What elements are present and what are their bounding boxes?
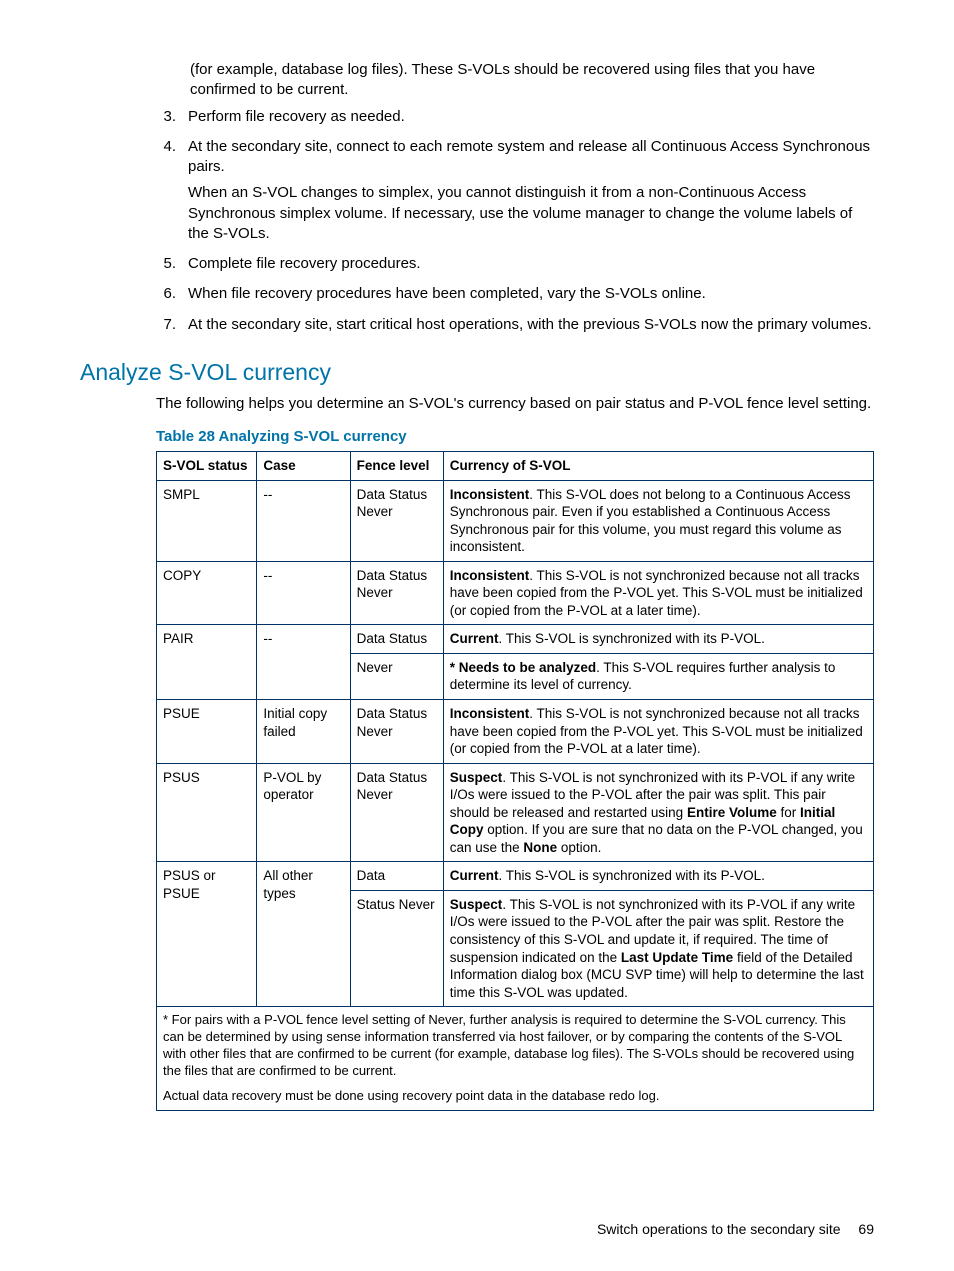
cell-fence: Data Status (350, 625, 443, 654)
step-3: 3. Perform file recovery as needed. (158, 107, 874, 133)
footnote-p2: Actual data recovery must be done using … (163, 1088, 867, 1105)
cell-status: PAIR (157, 625, 257, 700)
cell-status: SMPL (157, 480, 257, 561)
table-footnote-row: * For pairs with a P-VOL fence level set… (157, 1007, 874, 1110)
cell-case: -- (257, 625, 350, 700)
orphan-paragraph: (for example, database log files). These… (190, 60, 874, 101)
col-header-status: S-VOL status (157, 452, 257, 481)
cell-status: PSUS (157, 763, 257, 862)
step-6: 6. When file recovery procedures have be… (158, 284, 874, 310)
cell-fence: Data Status Never (350, 700, 443, 764)
page-footer: Switch operations to the secondary site … (597, 1221, 874, 1237)
footer-section-title: Switch operations to the secondary site (597, 1221, 841, 1237)
cell-currency: Current. This S-VOL is synchronized with… (443, 862, 873, 891)
cell-currency: * Needs to be analyzed. This S-VOL requi… (443, 653, 873, 699)
cell-case: -- (257, 561, 350, 625)
section-intro: The following helps you determine an S-V… (156, 394, 874, 414)
col-header-case: Case (257, 452, 350, 481)
cell-fence: Data Status Never (350, 480, 443, 561)
cell-fence: Data Status Never (350, 561, 443, 625)
cell-fence: Data (350, 862, 443, 891)
cell-status: PSUE (157, 700, 257, 764)
cell-currency: Inconsistent. This S-VOL is not synchron… (443, 700, 873, 764)
table-footnote: * For pairs with a P-VOL fence level set… (157, 1007, 874, 1110)
step-text: At the secondary site, connect to each r… (188, 137, 874, 178)
step-number: 4. (158, 137, 188, 250)
step-text: Complete file recovery procedures. (188, 254, 874, 274)
step-text: At the secondary site, start critical ho… (188, 315, 874, 335)
step-text: When file recovery procedures have been … (188, 284, 874, 304)
cell-case: All other types (257, 862, 350, 1007)
col-header-currency: Currency of S-VOL (443, 452, 873, 481)
step-number: 6. (158, 284, 188, 310)
cell-fence: Data Status Never (350, 763, 443, 862)
col-header-fence: Fence level (350, 452, 443, 481)
table-row: SMPL -- Data Status Never Inconsistent. … (157, 480, 874, 561)
procedure-list: 3. Perform file recovery as needed. 4. A… (158, 107, 874, 341)
table-row: COPY -- Data Status Never Inconsistent. … (157, 561, 874, 625)
step-number: 7. (158, 315, 188, 341)
table-row: PSUS P-VOL by operator Data Status Never… (157, 763, 874, 862)
cell-case: -- (257, 480, 350, 561)
cell-fence: Never (350, 653, 443, 699)
table-header-row: S-VOL status Case Fence level Currency o… (157, 452, 874, 481)
cell-case: Initial copy failed (257, 700, 350, 764)
footnote-p1: * For pairs with a P-VOL fence level set… (163, 1012, 867, 1080)
cell-currency: Inconsistent. This S-VOL is not synchron… (443, 561, 873, 625)
step-5: 5. Complete file recovery procedures. (158, 254, 874, 280)
cell-currency: Suspect. This S-VOL is not synchronized … (443, 890, 873, 1006)
table-row: PSUS or PSUE All other types Data Curren… (157, 862, 874, 891)
step-text: When an S-VOL changes to simplex, you ca… (188, 183, 874, 244)
step-7: 7. At the secondary site, start critical… (158, 315, 874, 341)
step-text: Perform file recovery as needed. (188, 107, 874, 127)
table-caption: Table 28 Analyzing S-VOL currency (156, 428, 874, 445)
svol-currency-table: S-VOL status Case Fence level Currency o… (156, 451, 874, 1111)
footer-page-number: 69 (858, 1221, 874, 1237)
cell-currency: Inconsistent. This S-VOL does not belong… (443, 480, 873, 561)
step-4: 4. At the secondary site, connect to eac… (158, 137, 874, 250)
table-row: PSUE Initial copy failed Data Status Nev… (157, 700, 874, 764)
section-heading: Analyze S-VOL currency (80, 359, 874, 386)
cell-currency: Current. This S-VOL is synchronized with… (443, 625, 873, 654)
cell-status: COPY (157, 561, 257, 625)
step-number: 3. (158, 107, 188, 133)
cell-case: P-VOL by operator (257, 763, 350, 862)
cell-status: PSUS or PSUE (157, 862, 257, 1007)
table-row: PAIR -- Data Status Current. This S-VOL … (157, 625, 874, 654)
step-number: 5. (158, 254, 188, 280)
cell-fence: Status Never (350, 890, 443, 1006)
cell-currency: Suspect. This S-VOL is not synchronized … (443, 763, 873, 862)
